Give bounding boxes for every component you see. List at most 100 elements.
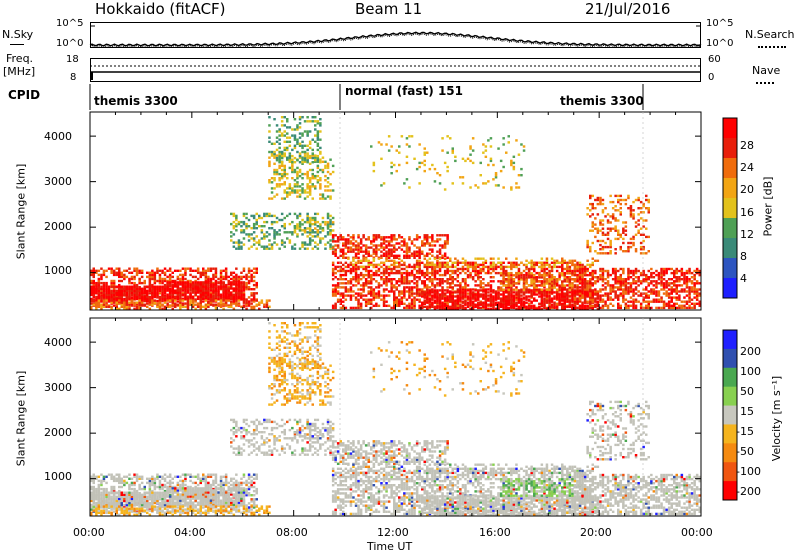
power-cell xyxy=(219,293,223,296)
power-cell xyxy=(372,298,376,301)
power-cell xyxy=(212,299,215,302)
power-cell xyxy=(151,277,154,281)
power-cell xyxy=(487,284,490,287)
power-cell xyxy=(242,305,246,308)
power-cell xyxy=(431,273,434,277)
power-cell xyxy=(375,244,378,247)
power-cell xyxy=(199,283,202,286)
power-cell xyxy=(426,261,429,264)
power-cell xyxy=(296,183,299,186)
power-cell xyxy=(441,301,444,304)
power-cell xyxy=(566,284,569,287)
power-cell xyxy=(561,307,564,310)
power-cell xyxy=(385,252,388,255)
power-cell xyxy=(609,296,612,299)
power-cell xyxy=(520,294,523,297)
power-cell xyxy=(403,296,406,299)
power-cell xyxy=(609,200,612,204)
power-cell xyxy=(517,299,521,302)
power-cell xyxy=(400,298,404,301)
power-cell xyxy=(421,261,424,264)
power-cell xyxy=(347,288,350,291)
power-cell xyxy=(675,278,678,281)
power-cell xyxy=(311,152,314,156)
power-cell xyxy=(199,291,202,294)
power-cell xyxy=(128,301,131,304)
power-cell xyxy=(619,284,622,287)
power-cell xyxy=(219,283,223,286)
power-cell xyxy=(408,304,411,307)
power-cell xyxy=(466,301,470,304)
power-cell xyxy=(561,272,564,275)
power-cell xyxy=(604,300,607,303)
power-cell xyxy=(670,304,673,307)
power-cell xyxy=(415,290,419,293)
power-cell xyxy=(446,307,449,310)
power-cell xyxy=(306,183,309,186)
power-cell xyxy=(189,293,192,296)
power-cell xyxy=(97,277,101,281)
power-cell xyxy=(660,298,663,301)
power-cell xyxy=(619,211,622,214)
power-cell xyxy=(461,288,465,291)
power-cell xyxy=(138,287,141,290)
power-cell xyxy=(489,276,493,279)
power-cell xyxy=(538,280,541,283)
power-cell xyxy=(357,278,360,281)
power-cell xyxy=(683,271,686,275)
power-cell xyxy=(102,285,106,288)
power-cell xyxy=(484,261,488,264)
power-cell xyxy=(566,289,569,292)
power-cell xyxy=(196,277,200,281)
power-cell xyxy=(395,286,398,289)
power-cell xyxy=(255,283,258,287)
power-cell xyxy=(614,271,617,275)
power-cell xyxy=(275,154,279,157)
power-cell xyxy=(288,185,292,188)
power-cell xyxy=(471,288,475,291)
power-cell xyxy=(326,166,330,170)
power-cell xyxy=(110,281,113,285)
power-cell xyxy=(349,248,353,251)
power-cell xyxy=(224,273,228,277)
power-cell xyxy=(561,267,564,271)
power-cell xyxy=(637,280,640,283)
power-cell xyxy=(115,299,118,303)
power-cell xyxy=(627,286,630,289)
power-cell xyxy=(191,295,195,298)
power-cell xyxy=(321,237,325,240)
power-cell xyxy=(474,269,477,273)
power-cell xyxy=(426,234,429,237)
power-cell xyxy=(515,261,518,264)
power-cell xyxy=(451,299,454,302)
power-cell xyxy=(665,282,668,285)
power-cell xyxy=(405,256,409,259)
power-cell xyxy=(133,283,136,287)
power-cell xyxy=(207,301,210,304)
power-cell xyxy=(647,300,650,303)
power-cell xyxy=(270,177,274,180)
power-cell xyxy=(90,297,93,301)
power-cell xyxy=(596,278,600,281)
power-cell xyxy=(311,222,314,226)
power-cell xyxy=(331,290,335,293)
power-cell xyxy=(135,305,139,308)
power-cell xyxy=(214,279,218,283)
power-cell xyxy=(367,238,370,241)
power-cell xyxy=(367,280,370,283)
power-cell xyxy=(306,172,309,176)
power-cell xyxy=(540,269,544,273)
power-cell xyxy=(377,269,381,273)
power-cell xyxy=(456,299,460,302)
power-cell xyxy=(540,293,544,296)
power-cell xyxy=(645,273,648,277)
power-cell xyxy=(517,280,521,283)
power-cell xyxy=(563,305,566,308)
power-cell xyxy=(362,273,365,277)
power-cell xyxy=(657,273,661,277)
power-cell xyxy=(316,212,320,216)
power-cell xyxy=(507,307,510,310)
power-cell xyxy=(296,140,299,143)
power-cell xyxy=(291,220,294,224)
power-cell xyxy=(405,278,409,281)
